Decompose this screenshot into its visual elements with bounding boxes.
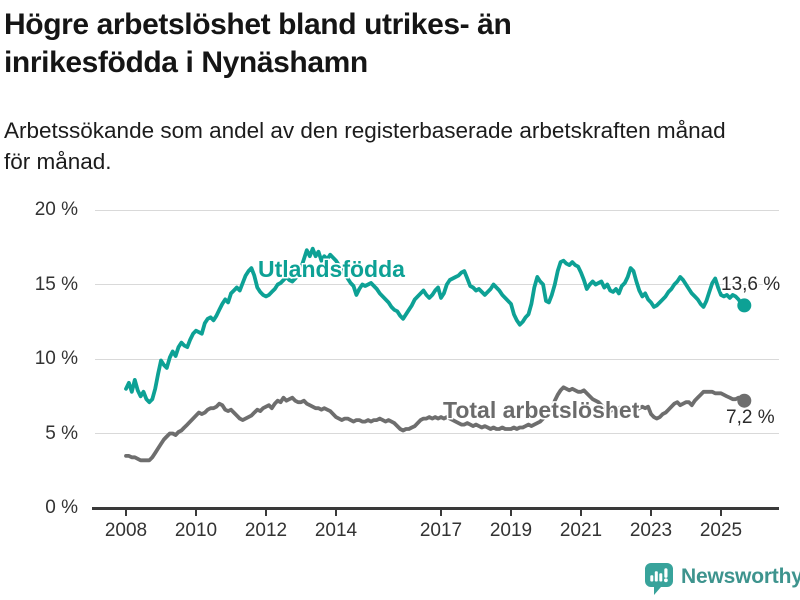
- end-dot-utlandsfodda: [737, 298, 752, 313]
- x-tickmark: [510, 510, 512, 516]
- line-total-arbetsloshet: [124, 385, 747, 463]
- newsworthy-bubble-chart-icon: [645, 563, 673, 595]
- gridline-20: [95, 209, 779, 211]
- x-tickmark: [125, 510, 127, 516]
- x-tickmark: [720, 510, 722, 516]
- end-value-label-utlandsfodda: 13,6 %: [721, 274, 781, 295]
- x-tick-label: 2014: [314, 520, 358, 541]
- gridline-5: [95, 433, 779, 434]
- page-title: Högre arbetslöshet bland utrikes- än inr…: [4, 6, 764, 82]
- y-tick-label: 5 %: [45, 422, 78, 444]
- x-tickmark: [265, 510, 267, 516]
- series-label-utlandsfodda: Utlandsfödda: [258, 256, 405, 282]
- subtitle-line-1: Arbetssökande som andel av den registerb…: [4, 118, 726, 143]
- chart-subtitle: Arbetssökande som andel av den registerb…: [4, 115, 794, 177]
- x-tickmark: [195, 510, 197, 516]
- y-tick-label: 20 %: [34, 199, 78, 220]
- x-tickmark: [650, 510, 652, 516]
- end-dot-total: [737, 393, 752, 408]
- x-tickmark: [580, 510, 582, 516]
- x-tick-label: 2012: [244, 520, 288, 541]
- end-value-label-total: 7,2 %: [726, 407, 775, 428]
- x-tick-label: 2017: [419, 520, 463, 541]
- newsworthy-logo: Newsworthy: [644, 562, 800, 596]
- x-tick-label: 2019: [489, 520, 533, 541]
- brand-name: Newsworthy: [681, 565, 800, 588]
- gridline-10: [95, 358, 779, 360]
- x-axis-line: [92, 507, 779, 510]
- x-tick-label: 2021: [559, 520, 603, 541]
- y-tick-label: 10 %: [34, 348, 78, 369]
- y-tick-label: 0 %: [45, 497, 78, 518]
- x-tick-label: 2023: [629, 520, 673, 541]
- x-tick-label: 2008: [104, 520, 148, 541]
- x-tickmark: [335, 510, 337, 516]
- line-utlandsfodda: [124, 246, 747, 405]
- y-tick-label: 15 %: [34, 273, 78, 295]
- x-tick-label: 2010: [174, 520, 218, 541]
- x-tickmark: [440, 510, 442, 516]
- title-line-1: Högre arbetslöshet bland utrikes- än: [4, 8, 512, 41]
- gridline-15: [95, 284, 779, 285]
- x-tick-label: 2025: [699, 520, 743, 541]
- title-line-2: inrikesfödda i Nynäshamn: [4, 46, 368, 79]
- subtitle-line-2: för månad.: [4, 149, 112, 174]
- series-label-total-arbetsloshet: Total arbetslöshet: [443, 397, 640, 423]
